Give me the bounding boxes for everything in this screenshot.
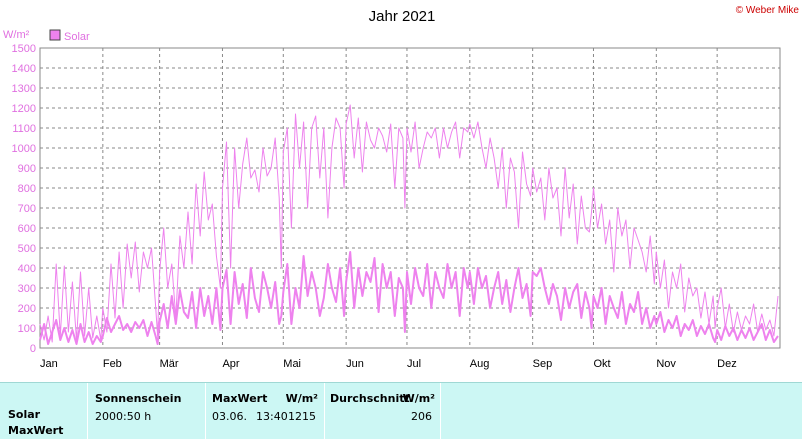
maxwert-header: MaxWert (212, 392, 268, 405)
y-axis-unit: W/m² (3, 29, 30, 41)
sonnenschein-value: 2000:50 h (95, 410, 152, 423)
y-tick-label: 0 (30, 343, 36, 355)
y-tick-label: 900 (18, 163, 36, 175)
month-label: Aug (470, 358, 490, 370)
chart-title: Jahr 2021 (369, 8, 436, 25)
y-tick-label: 700 (18, 203, 36, 215)
month-label: Jun (346, 358, 364, 370)
y-tick-label: 1300 (12, 83, 36, 95)
month-label: Jan (40, 358, 58, 370)
y-tick-labels: 0 100 200 300 400 500 600 700 800 900 1000 1100 1200… (12, 43, 36, 355)
sonnenschein-header: Sonnenschein (95, 392, 182, 405)
month-label: Jul (407, 358, 421, 370)
legend-label: Solar (64, 31, 90, 43)
y-tick-label: 400 (18, 263, 36, 275)
y-tick-label: 1000 (12, 143, 36, 155)
maxwert-value: 1215 (288, 410, 316, 423)
y-tick-label: 1200 (12, 103, 36, 115)
durchschnitt-unit: W/m² (402, 392, 435, 405)
stats-maxwert: MaxWert W/m² 03.06. 13:40 1215 (206, 383, 325, 439)
stats-row-labels: Solar MaxWert (0, 383, 88, 439)
month-label: Okt (593, 358, 610, 370)
y-tick-label: 300 (18, 283, 36, 295)
month-label: Nov (656, 358, 676, 370)
month-label: Mär (160, 358, 179, 370)
month-label: Feb (103, 358, 122, 370)
durchschnitt-header: Durchschnitt (330, 392, 410, 405)
maxwert-unit: W/m² (285, 392, 318, 405)
y-tick-label: 200 (18, 303, 36, 315)
stats-durchschnitt: Durchschnitt W/m² 206 (325, 383, 441, 439)
y-tick-label: 600 (18, 223, 36, 235)
series-lines (39, 104, 779, 345)
stats-sonnenschein: Sonnenschein 2000:50 h (88, 383, 206, 439)
durchschnitt-value: 206 (411, 410, 432, 423)
series-line-daily-average (39, 251, 779, 345)
y-tick-label: 1500 (12, 43, 36, 55)
y-tick-label: 800 (18, 183, 36, 195)
y-tick-label: 1400 (12, 63, 36, 75)
y-tick-label: 500 (18, 243, 36, 255)
row-label-solar: Solar (8, 408, 41, 421)
month-label: Sep (533, 358, 553, 370)
copyright-text: © Weber Mike (736, 5, 800, 16)
y-tick-label: 1100 (12, 123, 36, 135)
legend-swatch (49, 29, 61, 41)
solar-year-chart: Jahr 2021 © Weber Mike W/m² Solar 0 100 20… (3, 5, 800, 370)
maxwert-date: 03.06. (212, 410, 247, 423)
month-label: Dez (717, 358, 737, 370)
series-line-daily-maximum (39, 104, 779, 343)
statistics-panel: Solar MaxWert Sonnenschein 2000:50 h Max… (0, 382, 802, 439)
row-label-maxwert: MaxWert (8, 424, 64, 437)
month-label: Mai (283, 358, 301, 370)
month-label: Apr (222, 358, 239, 370)
y-tick-label: 100 (18, 323, 36, 335)
maxwert-time: 13:40 (256, 410, 288, 423)
month-labels: Jan Feb Mär Apr Mai Jun Jul Aug Sep Okt Nov Dez (40, 358, 737, 370)
